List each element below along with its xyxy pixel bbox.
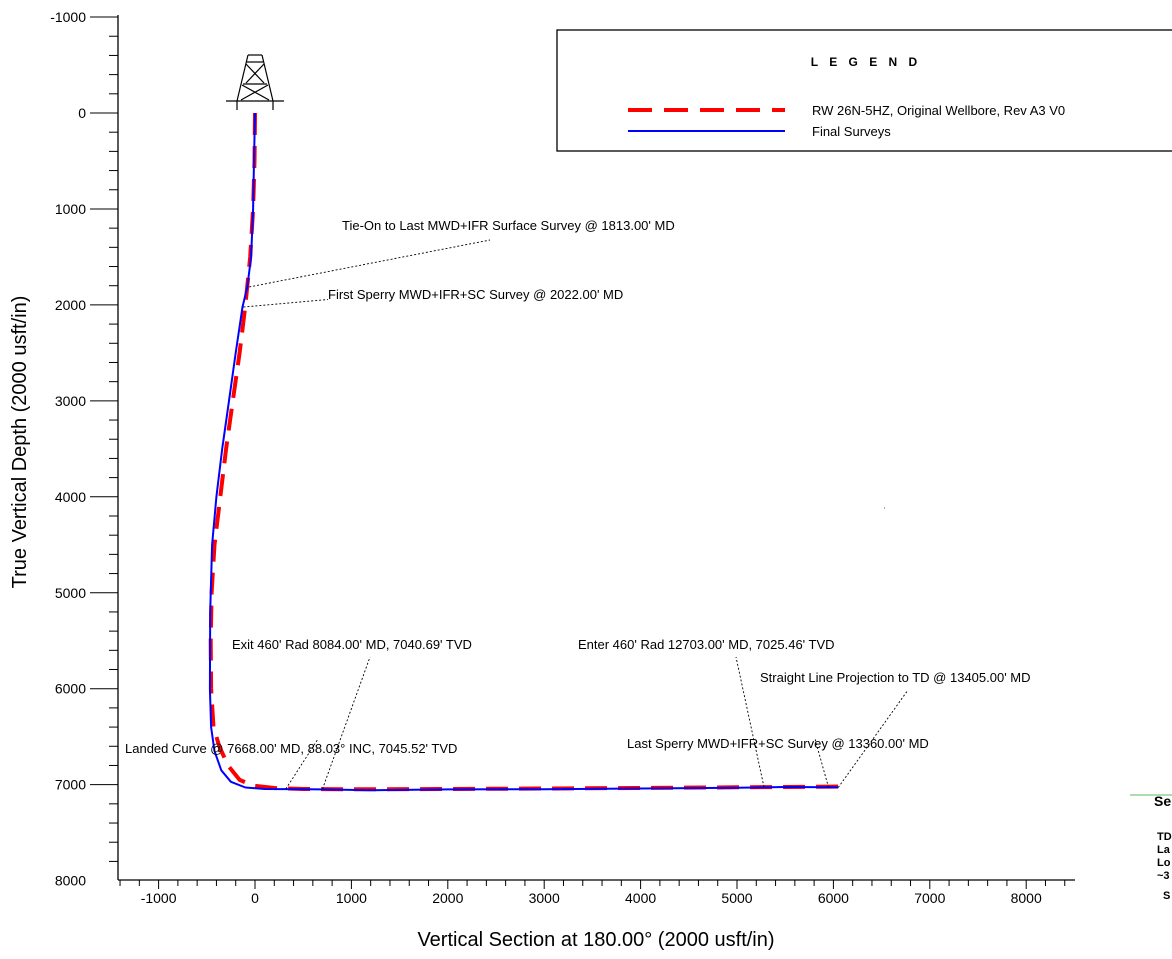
annotation-label: Straight Line Projection to TD @ 13405.0… [760,670,1031,685]
x-tick-label: 3000 [529,890,560,906]
x-tick-label: -1000 [141,890,177,906]
annotation-leader [322,656,371,790]
x-tick-label: 6000 [818,890,849,906]
series-final-surveys-line [208,112,839,792]
y-tick-label: 7000 [55,777,86,793]
clipped-box-line-1: TD [1157,831,1172,843]
x-tick-label: 7000 [914,890,945,906]
y-tick-label: 4000 [55,489,86,505]
clipped-box-title: Se [1154,793,1171,809]
x-axis-title: Vertical Section at 180.00° (2000 usft/i… [417,929,774,951]
annotation-label: First Sperry MWD+IFR+SC Survey @ 2022.00… [328,287,623,302]
annotation-label: Landed Curve @ 7668.00' MD, 88.03° INC, … [125,741,457,756]
y-tick-label: 2000 [55,297,86,313]
clipped-info-box: Se TD La Lo ~3 S [1130,793,1172,902]
x-tick-label: 0 [251,890,259,906]
annotation-label: Exit 460' Rad 8084.00' MD, 7040.69' TVD [232,637,472,652]
annotation-leader [285,738,319,790]
y-axis-title: True Vertical Depth (2000 usft/in) [9,296,31,589]
x-tick-label: 8000 [1011,890,1042,906]
series-plan-line [208,112,842,792]
y-tick-label: 8000 [55,873,86,889]
y-tick-label: 3000 [55,393,86,409]
annotation-leader [814,738,830,788]
x-tick-label: 4000 [625,890,656,906]
y-tick-label: 5000 [55,585,86,601]
legend-label-plan: RW 26N-5HZ, Original Wellbore, Rev A3 V0 [812,103,1065,118]
annotation-label: Last Sperry MWD+IFR+SC Survey @ 13360.00… [627,736,929,751]
drilling-rig-icon [226,54,284,110]
annotation-leader [249,239,491,288]
axes [117,15,1075,881]
legend-label-surveys: Final Surveys [812,124,891,139]
x-tick-label: 2000 [432,890,463,906]
series-layer [208,112,842,792]
y-tick-labels: -1000 0 1000 2000 3000 4000 5000 6000 7000 8000 [50,9,86,889]
clipped-box-line-4: ~3 [1157,870,1170,882]
y-tick-label: 1000 [55,201,86,217]
annotation-label: Enter 460' Rad 12703.00' MD, 7025.46' TV… [578,637,835,652]
x-tick-label: 5000 [721,890,752,906]
legend: L E G E N D RW 26N-5HZ, Original Wellbor… [556,29,1172,152]
y-tick-label: 0 [78,105,86,121]
annotation-leader [243,299,329,308]
annotation-label: Tie-On to Last MWD+IFR Surface Survey @ … [342,218,675,233]
clipped-box-line-2: La [1157,844,1171,856]
x-tick-labels: -1000 0 1000 2000 3000 4000 5000 6000 7000 8000 [141,890,1042,906]
y-tick-label: 6000 [55,681,86,697]
annotation-layer: Tie-On to Last MWD+IFR Surface Survey @ … [125,218,1031,790]
clipped-box-line-3: Lo [1157,857,1171,869]
legend-title: L E G E N D [811,55,921,69]
y-tick-label: -1000 [50,9,86,25]
x-tick-label: 1000 [336,890,367,906]
clipped-box-line-5: S [1163,890,1170,902]
minor-ticks [90,16,1066,889]
